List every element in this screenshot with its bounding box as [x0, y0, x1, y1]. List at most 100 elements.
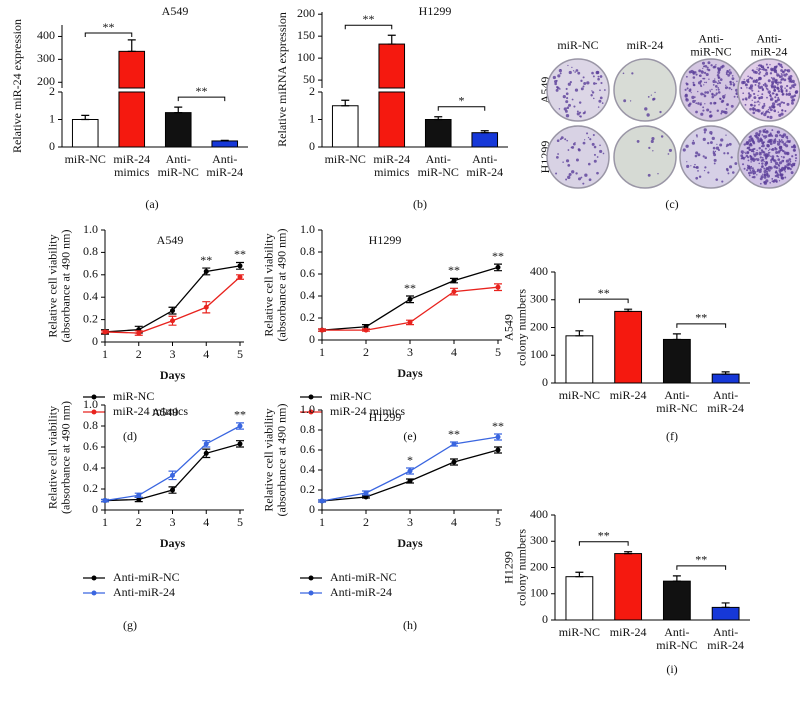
colony	[747, 159, 750, 162]
colony	[771, 135, 774, 137]
x-tick-label: 3	[170, 347, 176, 361]
colony	[764, 147, 767, 150]
colony	[593, 153, 596, 156]
y-tick-label: 400	[530, 264, 548, 278]
colony	[631, 72, 634, 75]
colony	[742, 156, 746, 160]
colony	[691, 95, 695, 100]
colony	[597, 75, 600, 78]
colony	[716, 109, 720, 112]
colony	[733, 95, 736, 98]
y-tick-label: 0	[309, 502, 315, 516]
colony	[760, 175, 764, 179]
colony	[750, 157, 754, 161]
colony	[694, 96, 696, 98]
colony	[565, 159, 570, 163]
colony	[552, 75, 556, 80]
colony	[766, 115, 770, 119]
colony	[764, 128, 767, 131]
colony	[715, 64, 717, 66]
x-category-label: miR-24	[610, 625, 647, 639]
error-bar	[575, 330, 584, 337]
x-tick-label: 2	[363, 515, 369, 529]
colony	[761, 162, 764, 165]
bar-lower-part	[118, 91, 146, 148]
x-category-label: miR-NC	[559, 388, 600, 402]
data-point	[203, 304, 209, 310]
colony	[779, 105, 781, 108]
colony	[774, 86, 777, 89]
x-tick-label: 3	[407, 515, 413, 529]
colony	[761, 158, 765, 162]
y-tick-label: 300	[37, 51, 55, 65]
colony	[759, 182, 762, 185]
colony	[648, 146, 651, 149]
colony	[704, 64, 708, 68]
panel-label: (d)	[123, 429, 137, 443]
colony	[708, 114, 713, 118]
colony	[557, 74, 561, 78]
colony	[564, 138, 567, 141]
colony	[596, 171, 599, 175]
colony	[728, 142, 732, 146]
colony	[565, 87, 568, 90]
colony	[752, 111, 756, 115]
colony	[764, 111, 768, 114]
colony	[750, 171, 753, 174]
colony	[762, 130, 766, 133]
colony	[769, 148, 771, 151]
x-axis-label: Days	[397, 366, 423, 380]
colony	[758, 103, 760, 106]
colony	[757, 109, 761, 113]
colony	[717, 87, 720, 89]
colony	[748, 93, 752, 98]
colony	[555, 172, 558, 175]
colony	[769, 132, 772, 135]
bar	[424, 119, 452, 148]
colony	[646, 113, 650, 117]
data-point	[451, 289, 457, 295]
colony	[697, 102, 700, 105]
colony	[709, 101, 713, 105]
colony	[728, 69, 731, 71]
colony	[777, 111, 780, 113]
colony	[723, 152, 726, 155]
colony	[718, 67, 722, 70]
colony	[784, 109, 787, 113]
colony	[599, 149, 603, 154]
colony	[753, 153, 757, 157]
colony	[744, 151, 746, 154]
colony	[708, 78, 710, 80]
colony	[725, 72, 728, 74]
colony	[702, 93, 705, 96]
colony	[764, 137, 766, 140]
colony	[748, 171, 751, 175]
data-point	[407, 296, 413, 302]
y-tick-label: 0.4	[300, 462, 315, 476]
bar	[711, 373, 740, 384]
colony	[757, 69, 760, 72]
colony	[695, 151, 699, 155]
legend-label: Anti-miR-24	[113, 585, 175, 599]
colony	[764, 82, 767, 85]
colony	[720, 112, 723, 115]
colony	[694, 154, 698, 158]
colony	[582, 182, 585, 185]
x-tick-label: 5	[237, 347, 243, 361]
colony	[788, 158, 792, 161]
colony	[780, 139, 783, 141]
colony	[749, 107, 752, 111]
panel-label: (f)	[666, 429, 678, 443]
colony	[728, 71, 732, 75]
colony	[761, 156, 764, 159]
colony	[768, 111, 771, 114]
colony	[741, 163, 745, 166]
colony	[785, 93, 789, 96]
data-point	[102, 498, 108, 504]
colony	[769, 155, 772, 157]
colony	[769, 181, 772, 184]
error-bar	[220, 139, 229, 142]
colony	[703, 94, 707, 98]
colony	[571, 170, 575, 174]
colony	[699, 74, 702, 77]
